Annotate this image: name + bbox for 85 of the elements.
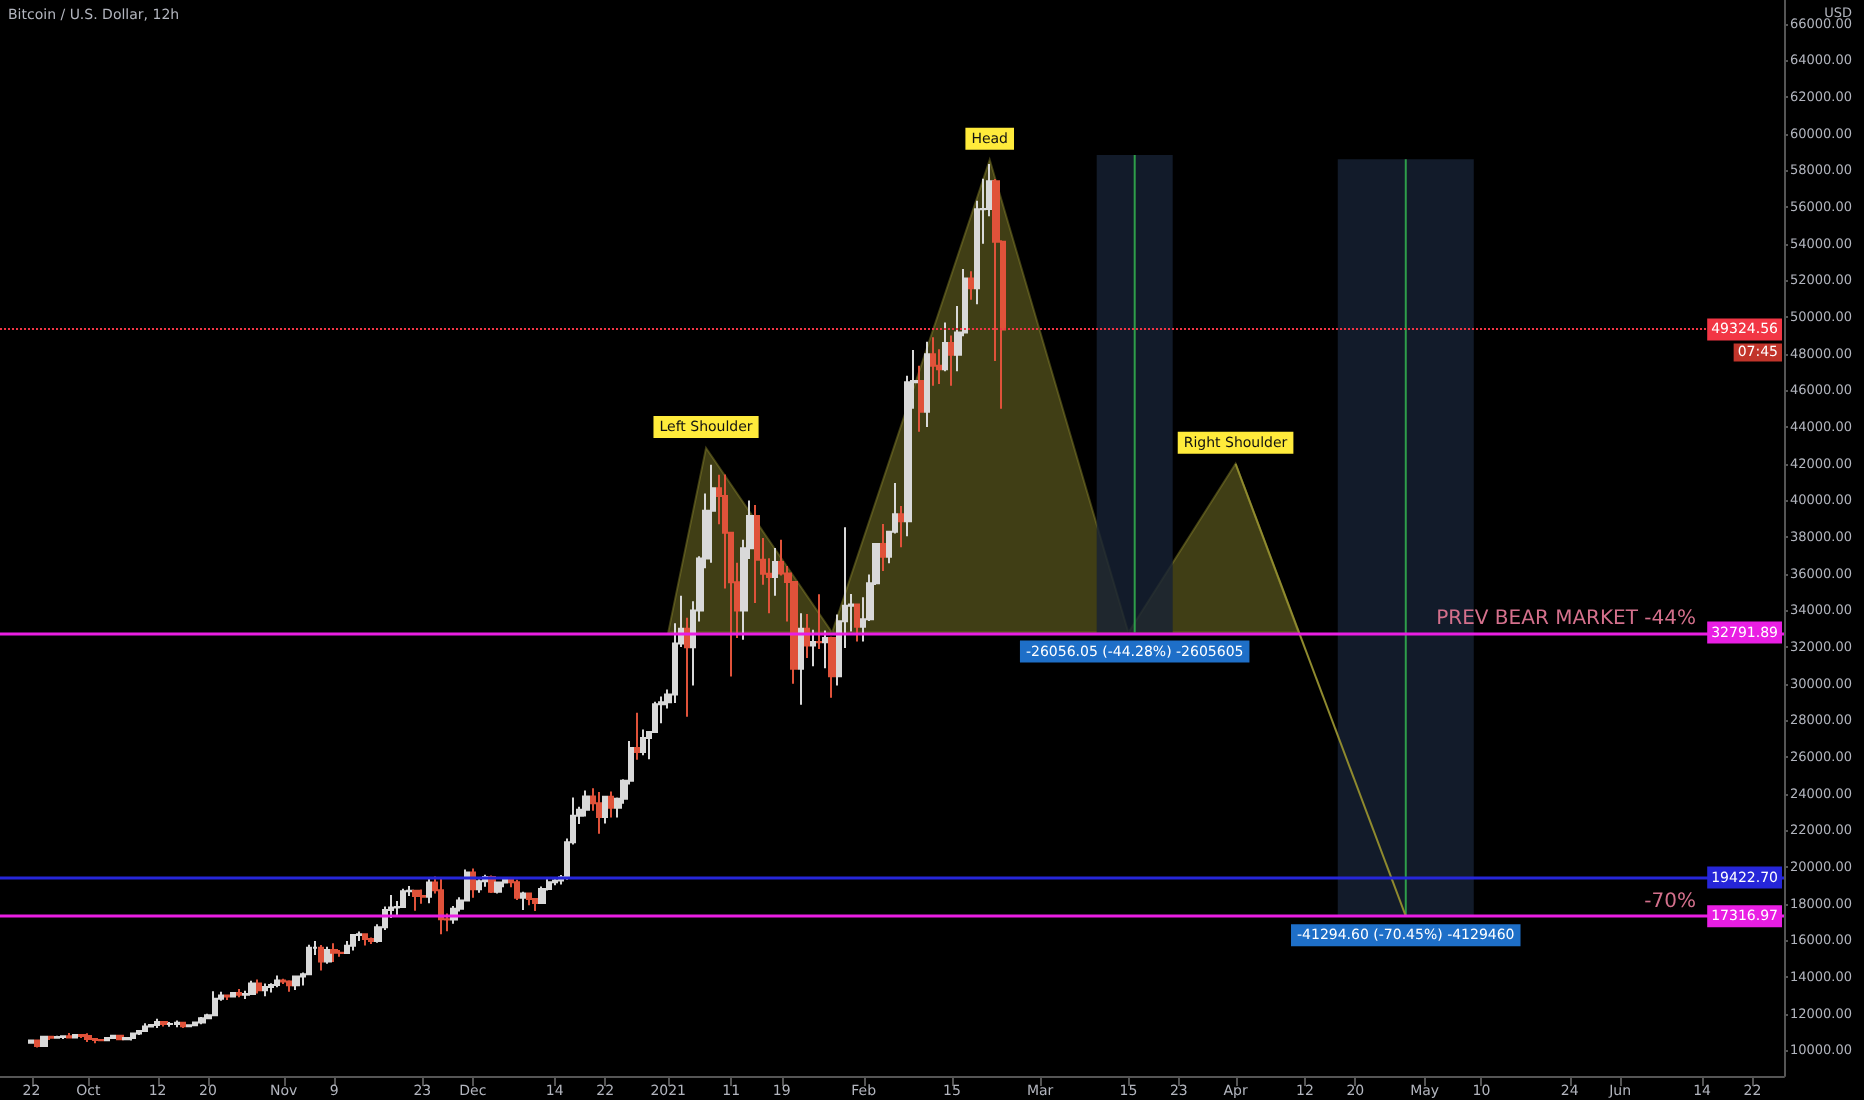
candlestick bbox=[494, 881, 502, 895]
candlestick bbox=[180, 1021, 186, 1029]
candlestick bbox=[772, 547, 778, 597]
candlestick bbox=[324, 945, 332, 965]
candlestick bbox=[362, 933, 368, 947]
candlestick bbox=[84, 1032, 92, 1044]
candlestick bbox=[28, 1038, 34, 1045]
candlestick bbox=[242, 989, 250, 1001]
candlestick bbox=[48, 1035, 54, 1042]
candlestick bbox=[532, 897, 540, 913]
candlestick bbox=[356, 930, 362, 943]
candlestick bbox=[942, 321, 948, 373]
candlestick bbox=[110, 1034, 116, 1040]
candlestick bbox=[816, 593, 822, 650]
annotation: PREV BEAR MARKET -44% bbox=[1436, 607, 1696, 630]
candlestick bbox=[292, 974, 300, 992]
candlestick bbox=[924, 340, 930, 429]
candlestick bbox=[60, 1034, 66, 1040]
candlestick bbox=[280, 977, 286, 985]
candlestick bbox=[338, 948, 344, 958]
candlestick bbox=[212, 990, 218, 1017]
candlestick bbox=[948, 334, 956, 387]
candlestick bbox=[930, 336, 936, 387]
candlestick bbox=[306, 943, 312, 977]
candlestick bbox=[350, 933, 356, 952]
candlestick bbox=[256, 978, 262, 995]
candlestick bbox=[640, 728, 646, 757]
candlestick bbox=[514, 878, 520, 902]
candlestick bbox=[230, 991, 236, 999]
candlestick bbox=[160, 1020, 168, 1028]
candlestick bbox=[148, 1022, 154, 1028]
candlestick bbox=[198, 1015, 206, 1026]
candlestick bbox=[596, 790, 602, 835]
candlestick bbox=[828, 635, 836, 699]
candlestick bbox=[224, 993, 230, 1002]
candlestick bbox=[526, 892, 532, 907]
candlestick bbox=[174, 1019, 180, 1029]
candlestick bbox=[684, 616, 690, 718]
candlestick bbox=[582, 789, 590, 818]
candlestick bbox=[552, 877, 558, 887]
candlestick bbox=[130, 1031, 136, 1042]
candlestick bbox=[142, 1022, 148, 1032]
candlestick bbox=[318, 943, 324, 972]
candlestick bbox=[810, 628, 816, 668]
candlestick bbox=[880, 523, 886, 572]
candlestick bbox=[968, 270, 974, 301]
candlestick bbox=[710, 463, 716, 564]
candlestick bbox=[476, 878, 482, 894]
candlestick bbox=[898, 504, 904, 549]
candlestick bbox=[262, 982, 268, 998]
candlestick bbox=[608, 790, 614, 819]
candlestick bbox=[520, 890, 526, 912]
candlestick bbox=[754, 504, 760, 605]
candlestick bbox=[104, 1036, 110, 1042]
candlestick bbox=[286, 979, 294, 993]
candlestick bbox=[798, 612, 804, 706]
candlestick bbox=[344, 940, 350, 955]
candlestick bbox=[274, 974, 280, 989]
candlestick bbox=[330, 942, 338, 963]
candlestick bbox=[438, 877, 444, 936]
candlestick bbox=[78, 1033, 86, 1040]
candlestick bbox=[192, 1021, 198, 1027]
candlestick bbox=[634, 711, 640, 761]
annotation: -70% bbox=[1644, 891, 1696, 914]
candlestick bbox=[136, 1029, 142, 1037]
candlestick bbox=[412, 889, 420, 912]
candlestick bbox=[400, 887, 406, 910]
candlestick bbox=[658, 695, 666, 725]
candlestick bbox=[538, 885, 546, 905]
candlestick bbox=[54, 1034, 60, 1040]
candlestick bbox=[804, 613, 810, 660]
candlestick bbox=[40, 1034, 48, 1048]
candlestick bbox=[822, 629, 830, 670]
candlestick bbox=[72, 1033, 78, 1040]
candlestick bbox=[66, 1031, 72, 1040]
candlestick bbox=[154, 1017, 160, 1029]
candlestick bbox=[248, 979, 256, 996]
candlestick bbox=[236, 987, 242, 999]
candlestick bbox=[918, 364, 924, 433]
candlestick bbox=[854, 603, 860, 643]
candlestick bbox=[602, 795, 608, 825]
candlestick bbox=[420, 888, 426, 905]
candlestick bbox=[268, 982, 274, 994]
candlestick bbox=[92, 1037, 98, 1045]
candlestick bbox=[426, 876, 432, 905]
